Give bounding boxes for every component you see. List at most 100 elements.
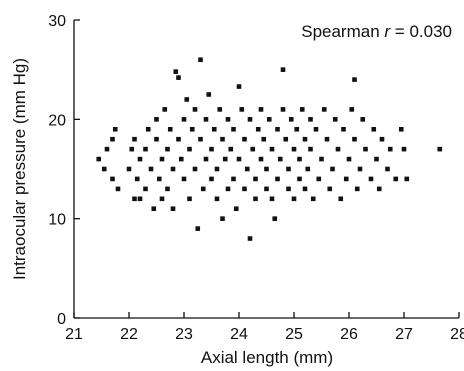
data-point <box>294 126 300 132</box>
data-point <box>393 176 399 182</box>
data-point <box>404 176 410 182</box>
data-point <box>96 156 102 162</box>
data-point <box>178 156 184 162</box>
data-point <box>214 196 220 202</box>
data-point <box>159 196 165 202</box>
x-tick-label: 23 <box>175 326 193 343</box>
data-point <box>231 176 236 182</box>
data-point <box>308 146 313 152</box>
data-point <box>112 126 118 132</box>
data-point <box>170 206 176 212</box>
data-point <box>374 156 379 162</box>
annotation-prefix: Spearman <box>301 22 384 41</box>
data-point <box>341 126 346 132</box>
data-point <box>283 136 289 142</box>
data-point <box>239 107 245 112</box>
data-point <box>242 186 247 192</box>
data-point <box>398 126 404 132</box>
data-point <box>242 136 247 142</box>
data-point <box>110 176 115 182</box>
y-tick-label: 20 <box>48 112 66 129</box>
data-point <box>357 166 363 172</box>
data-point <box>343 176 349 182</box>
data-point <box>173 69 179 74</box>
data-point <box>302 136 308 142</box>
spearman-annotation: Spearman r = 0.030 <box>301 22 452 41</box>
data-point <box>319 156 324 162</box>
data-point <box>159 156 165 162</box>
data-point <box>134 176 140 182</box>
data-point <box>137 196 143 202</box>
data-point <box>231 126 236 132</box>
data-point <box>156 176 162 182</box>
data-point <box>200 186 206 192</box>
data-point <box>313 126 319 132</box>
data-point <box>195 226 201 231</box>
data-point <box>253 176 258 182</box>
data-point <box>255 126 261 132</box>
data-point <box>299 107 305 112</box>
x-tick-label: 21 <box>65 326 83 343</box>
data-point <box>291 196 297 202</box>
data-point <box>321 107 327 112</box>
y-axis-title: Intraocular pressure (mm Hg) <box>10 58 29 280</box>
data-point <box>151 206 157 212</box>
data-point <box>280 67 286 72</box>
data-point <box>338 196 344 202</box>
data-point <box>360 117 366 122</box>
data-point <box>145 126 151 132</box>
data-point <box>253 196 258 202</box>
data-point <box>379 136 385 142</box>
data-point <box>261 136 267 142</box>
y-tick-label: 10 <box>48 212 66 229</box>
data-point <box>203 156 209 162</box>
data-point <box>187 146 192 152</box>
data-point <box>330 166 335 172</box>
x-axis-title: Axial length (mm) <box>201 348 333 367</box>
x-tick-label: 27 <box>395 326 413 343</box>
data-point <box>264 186 269 192</box>
data-point <box>167 126 173 132</box>
data-point <box>104 146 110 152</box>
data-point <box>209 146 214 152</box>
data-point <box>181 176 187 182</box>
x-tick-label: 22 <box>120 326 138 343</box>
data-point <box>387 146 393 152</box>
data-point <box>376 186 382 192</box>
data-point <box>132 136 137 142</box>
plot-frame <box>73 20 459 319</box>
data-point <box>247 117 253 122</box>
x-tick-label: 26 <box>340 326 358 343</box>
data-point <box>316 176 322 182</box>
data-point <box>220 136 225 142</box>
data-point <box>233 206 239 212</box>
annotation-suffix: = 0.030 <box>390 22 452 41</box>
data-point <box>277 156 283 162</box>
data-point <box>225 186 231 192</box>
data-point <box>228 146 234 152</box>
data-point <box>129 146 135 152</box>
data-point <box>371 126 377 132</box>
data-point <box>286 186 291 192</box>
data-point <box>222 156 228 162</box>
data-point <box>324 136 330 142</box>
data-point <box>206 92 212 97</box>
data-point <box>346 156 352 162</box>
data-point <box>335 146 341 152</box>
data-point <box>264 166 269 172</box>
annotation-variable: r <box>384 22 391 41</box>
data-point <box>352 77 357 82</box>
data-point <box>308 117 313 122</box>
data-point <box>291 146 297 152</box>
data-point <box>275 176 280 182</box>
data-point <box>198 136 203 142</box>
data-point <box>385 166 390 172</box>
data-point <box>225 117 231 122</box>
data-point <box>368 176 374 182</box>
data-point <box>132 196 137 202</box>
data-point <box>247 236 253 241</box>
data-point <box>327 186 333 192</box>
data-point <box>115 186 121 192</box>
data-point <box>269 146 275 152</box>
y-tick-label: 0 <box>57 311 66 328</box>
